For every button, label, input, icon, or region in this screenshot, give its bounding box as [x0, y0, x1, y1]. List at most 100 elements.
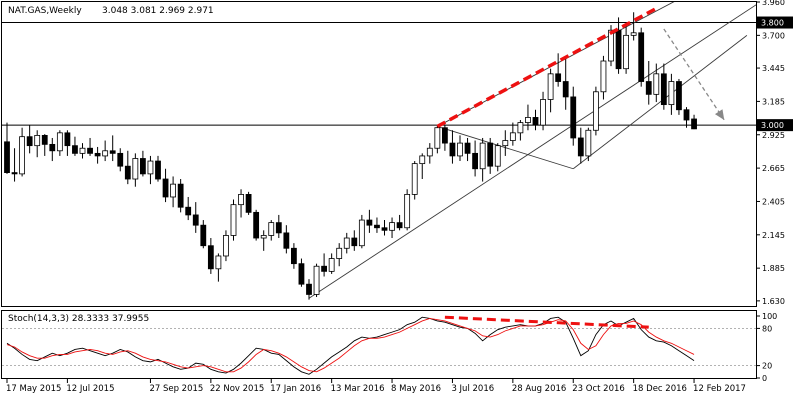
candle-body: [630, 32, 637, 36]
x-tick-label: 13 Mar 2016: [331, 384, 385, 394]
candle: [570, 86, 577, 146]
stoch-label: Stoch(14,3,3) 28.3333 37.9955: [8, 314, 149, 324]
trendline-1: [437, 2, 675, 127]
candle: [343, 232, 350, 254]
x-tick-label: 22 Nov 2015: [210, 384, 264, 394]
candle: [215, 253, 222, 282]
candle-body: [532, 117, 539, 126]
candle: [464, 137, 471, 162]
candle-body: [79, 147, 86, 154]
candle: [139, 150, 146, 177]
candle: [192, 202, 199, 233]
candle: [358, 214, 365, 249]
candle: [11, 148, 18, 182]
level-price-box: [757, 119, 793, 132]
candle-body: [223, 235, 229, 257]
candle-body: [676, 81, 682, 111]
dashed-arrow-head: [714, 109, 725, 121]
candle-body: [457, 142, 463, 157]
candle: [253, 209, 260, 241]
stoch-panel-frame: [1, 310, 757, 379]
candle-body: [283, 232, 290, 249]
candle-body: [540, 99, 546, 126]
candle-body: [290, 247, 297, 265]
candle-body: [494, 145, 501, 167]
candle-body: [253, 211, 260, 239]
candle: [540, 91, 546, 131]
candle-body: [260, 235, 267, 239]
candle-body: [117, 152, 124, 167]
candle-body: [562, 81, 569, 98]
level-price-label: 3.800: [761, 19, 784, 28]
candle-body: [162, 178, 169, 198]
candle: [691, 114, 697, 130]
candle-body: [509, 132, 516, 141]
candle: [298, 258, 305, 287]
candle: [313, 263, 320, 298]
candle: [79, 143, 86, 159]
candle: [336, 243, 343, 267]
candle-body: [185, 206, 192, 216]
y-tick-label: 2.145: [762, 231, 785, 240]
stoch-tick-label: 0: [762, 374, 767, 383]
candle-body: [645, 81, 652, 95]
candle: [487, 137, 494, 174]
candle: [185, 196, 192, 221]
candle-body: [328, 258, 335, 272]
candle-body: [49, 143, 56, 152]
candle: [49, 137, 56, 162]
dashed-arrow-line: [663, 28, 725, 121]
candle-body: [600, 60, 607, 93]
x-tick-label: 3 Jul 2016: [451, 384, 494, 394]
candle-body: [170, 183, 177, 198]
stoch-signal-line: [6, 318, 695, 373]
candle-body: [487, 142, 494, 167]
candle-body: [441, 127, 448, 144]
candle: [585, 127, 592, 162]
candle: [72, 136, 78, 156]
stoch-tick-label: 80: [762, 324, 772, 333]
level-price-box: [757, 16, 793, 29]
candle: [660, 63, 667, 110]
candle-body: [139, 158, 146, 175]
candle-body: [623, 34, 629, 70]
candle-body: [585, 129, 592, 157]
candle: [547, 68, 554, 113]
trendline-group: [308, 2, 756, 299]
trendline-0: [308, 4, 756, 299]
candle: [389, 217, 395, 239]
candle: [645, 61, 652, 105]
candle: [124, 150, 131, 185]
candle-body: [479, 142, 486, 170]
candle: [426, 143, 433, 164]
candle-body: [660, 73, 667, 106]
candle: [321, 253, 328, 277]
candle-body: [72, 145, 78, 154]
candle-body: [238, 194, 244, 206]
candle-body: [87, 147, 93, 154]
candle-body: [94, 152, 101, 157]
x-tick-label: 18 Dec 2016: [633, 384, 687, 394]
candle: [374, 217, 380, 233]
candle-body: [4, 141, 10, 173]
candle: [283, 225, 290, 254]
candle: [245, 191, 252, 215]
candle-body: [366, 219, 373, 226]
candle: [170, 176, 177, 208]
x-tick-label: 23 Oct 2016: [572, 384, 625, 394]
x-tick-label: 8 May 2016: [391, 384, 441, 394]
ohlc-label: 3.048 3.081 2.969 2.971: [102, 6, 214, 16]
candle: [223, 230, 229, 262]
candle: [102, 140, 109, 162]
candle: [502, 130, 509, 156]
candle-body: [19, 136, 26, 175]
candle: [600, 55, 607, 100]
candle: [26, 125, 33, 154]
x-tick-label: 12 Jul 2015: [66, 384, 114, 394]
candle: [200, 220, 207, 249]
candle: [328, 253, 335, 274]
y-tick-label: 3.700: [762, 31, 785, 40]
candle: [623, 25, 629, 74]
candle-body: [426, 147, 433, 157]
candle-body: [200, 224, 207, 247]
